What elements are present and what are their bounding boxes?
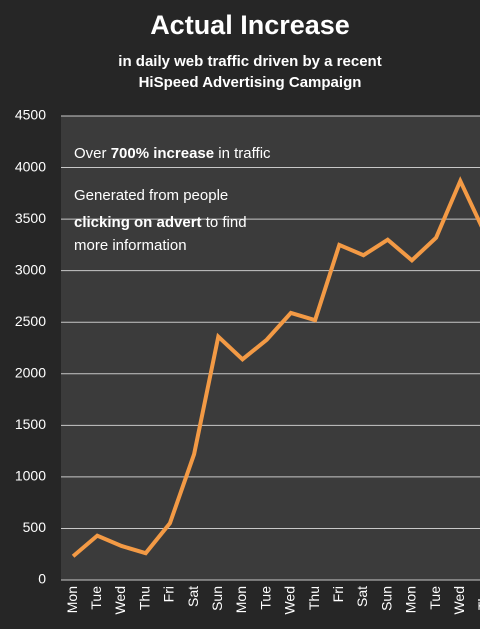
chart-title: Actual Increase <box>150 10 350 40</box>
annotation-segment: clicking on advert <box>74 214 202 231</box>
y-tick-label: 4000 <box>15 158 46 174</box>
y-tick-label: 3000 <box>15 261 46 277</box>
annotation: Over 700% increase in traffic <box>74 145 271 162</box>
x-tick-label: Wed <box>112 586 128 615</box>
annotation-segment: Generated from people <box>74 187 228 204</box>
annotation-segment: Over <box>74 145 111 162</box>
subtitle: HiSpeed Advertising Campaign <box>139 74 362 91</box>
x-tick-label: Mon <box>233 586 249 613</box>
x-tick-label: Sun <box>209 586 225 611</box>
y-tick-label: 2500 <box>15 313 46 329</box>
annotation-segment: 700% increase <box>111 145 214 162</box>
x-tick-label: Fri <box>330 586 346 602</box>
y-tick-label: 3500 <box>15 210 46 226</box>
x-tick-label: Sun <box>378 586 394 611</box>
annotation-segment: in traffic <box>214 145 271 162</box>
y-tick-label: 0 <box>38 571 46 587</box>
x-tick-label: Fri <box>161 586 177 602</box>
x-tick-label: Mon <box>64 586 80 613</box>
x-tick-label: Tue <box>257 586 273 610</box>
y-tick-label: 500 <box>23 519 47 535</box>
y-tick-label: 1000 <box>15 468 46 484</box>
x-tick-label: Thu <box>475 586 480 610</box>
x-tick-label: Thu <box>136 586 152 610</box>
plot-area <box>61 116 480 580</box>
x-tick-label: Wed <box>451 586 467 615</box>
x-tick-label: Sat <box>185 586 201 607</box>
annotation-segment: more information <box>74 237 187 254</box>
y-tick-label: 4500 <box>15 107 46 123</box>
y-tick-label: 2000 <box>15 364 46 380</box>
x-tick-label: Mon <box>403 586 419 613</box>
x-tick-label: Wed <box>282 586 298 615</box>
annotation-segment: to find <box>202 214 247 231</box>
x-tick-label: Thu <box>306 586 322 610</box>
annotation: clicking on advert to find <box>74 214 247 231</box>
annotation: more information <box>74 237 187 254</box>
subtitle: in daily web traffic driven by a recent <box>118 53 381 70</box>
x-tick-label: Sat <box>354 586 370 607</box>
x-tick-label: Tue <box>427 586 443 610</box>
annotation: Generated from people <box>74 187 228 204</box>
line <box>71 176 480 558</box>
x-tick-label: Tue <box>88 586 104 610</box>
y-tick-label: 1500 <box>15 416 46 432</box>
